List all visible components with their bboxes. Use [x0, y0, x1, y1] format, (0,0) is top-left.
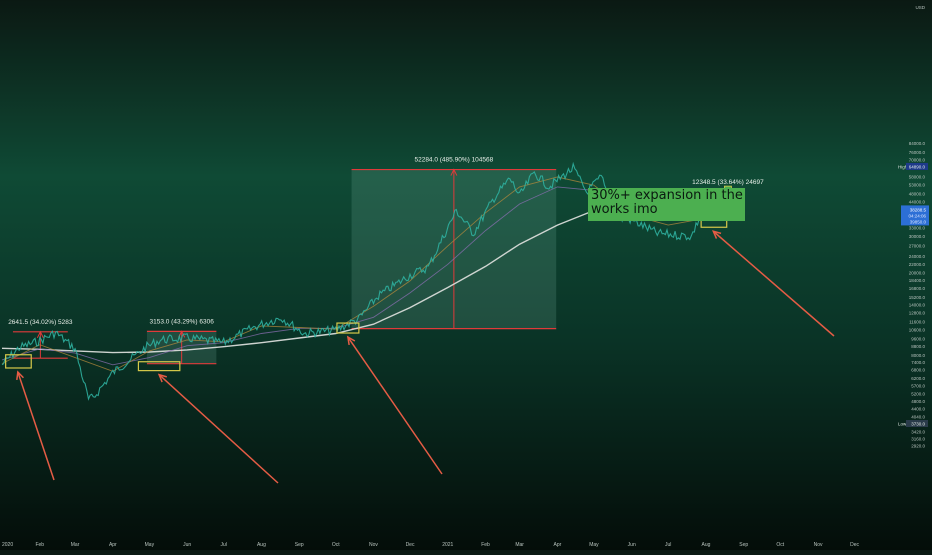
x-tick-label: Nov	[814, 542, 823, 548]
low-value: 3730.0	[911, 422, 925, 427]
pointer-arrowhead	[346, 335, 356, 346]
x-tick-label: Oct	[332, 542, 340, 548]
x-tick-label: Nov	[369, 542, 378, 548]
x-tick-label: Aug	[702, 542, 711, 548]
y-tick-label: 8000.0	[911, 353, 925, 358]
y-tick-label: 33000.0	[909, 225, 926, 230]
high-label: High	[898, 164, 908, 169]
y-tick-label: 15200.0	[909, 295, 926, 300]
pointer-arrow	[158, 374, 279, 484]
x-tick-label: Jun	[183, 542, 191, 548]
x-tick-label: Dec	[406, 542, 415, 548]
x-tick-label: Jul	[665, 542, 671, 548]
breakout-box	[336, 322, 360, 334]
y-tick-label: 3160.0	[911, 436, 925, 441]
moving-average-short	[1, 176, 710, 372]
x-tick-label: May	[589, 542, 599, 548]
x-tick-label: May	[145, 542, 155, 548]
measurement-label: 12348.5 (33.64%) 24697	[692, 179, 764, 186]
x-tick-label: Aug	[257, 542, 266, 548]
measurement-arrowhead	[36, 330, 44, 339]
y-tick-label: 84000.0	[909, 141, 926, 146]
high-value: 64890.0	[909, 164, 926, 169]
y-tick-label: 22000.0	[909, 262, 926, 267]
y-tick-label: 4800.0	[911, 399, 925, 404]
y-tick-label: 6200.0	[911, 376, 925, 381]
low-label: Low	[898, 422, 907, 427]
x-tick-label: Sep	[739, 542, 748, 548]
pointer-arrowhead	[16, 370, 24, 381]
y-tick-label: 9600.0	[911, 336, 925, 341]
x-tick-label: Jul	[220, 542, 226, 548]
pointer-arrowhead	[712, 230, 722, 239]
price-layer	[1, 161, 711, 401]
x-tick-label: Mar	[515, 542, 524, 548]
annotation-note: 30%+ expansion in the works imo	[588, 188, 745, 221]
y-tick-label: 6800.0	[911, 367, 925, 372]
x-tick-label: Dec	[850, 542, 859, 548]
x-tick-label: Feb	[481, 542, 490, 548]
low-value-tag	[906, 420, 928, 428]
x-tick-label: Mar	[71, 542, 80, 548]
x-axis: 2020 Feb Mar Apr May Jun Jul Aug Sep Oct Nov Dec 202…	[2, 542, 860, 548]
y-tick-label: 4040.0	[911, 414, 925, 419]
x-tick-label: Apr	[109, 542, 117, 548]
current-time: 04:24:06	[908, 213, 926, 218]
y-tick-label: 11600.0	[909, 319, 925, 324]
y-tick-label: 30000.0	[909, 234, 926, 239]
arrow-layer	[16, 230, 835, 484]
high-value-tag	[906, 162, 928, 170]
pointer-arrowhead	[157, 373, 168, 383]
y-tick-label: 12800.0	[909, 311, 926, 316]
y-tick-label: 14000.0	[909, 302, 926, 307]
y-tick-label: 44000.0	[909, 199, 926, 204]
y-tick-label: 27000.0	[909, 243, 926, 248]
x-tick-label: 2020	[2, 542, 13, 548]
price-line	[1, 161, 711, 401]
y-tick-label: 5700.0	[911, 383, 925, 388]
x-tick-label: Sep	[295, 542, 304, 548]
current-sub-value: 39850.0	[910, 219, 927, 224]
breakout-box	[5, 354, 32, 369]
moving-average-long	[1, 195, 710, 354]
y-tick-label: 76000.0	[909, 150, 926, 155]
y-tick-label: 70000.0	[909, 158, 926, 163]
x-tick-label: 2021	[442, 542, 453, 548]
pointer-arrow	[712, 230, 835, 337]
y-tick-label: 2920.0	[911, 444, 925, 449]
measurement-label: 3153.0 (43.29%) 6306	[149, 318, 214, 325]
x-tick-label: Feb	[35, 542, 44, 548]
measurement-label: 52284.0 (485.90%) 104568	[414, 157, 493, 164]
y-tick-label: 10600.0	[909, 328, 926, 333]
x-tick-label: Oct	[776, 542, 784, 548]
x-tick-label: Jun	[628, 542, 636, 548]
y-tick-label: 4400.0	[911, 407, 925, 412]
y-tick-label: 18400.0	[909, 278, 926, 283]
pointer-arrow	[17, 371, 55, 481]
y-tick-label: 20000.0	[909, 270, 926, 275]
pointer-arrow	[347, 336, 443, 475]
y-tick-label: 7400.0	[911, 360, 925, 365]
y-axis: USD84000.076000.070000.064000.058000.053…	[909, 5, 926, 449]
measurement-label: 2641.5 (34.02%) 5283	[8, 319, 73, 326]
y-tick-label: 48000.0	[909, 192, 926, 197]
y-tick-label: 24000.0	[909, 254, 926, 259]
y-tick-label: 3420.0	[911, 429, 925, 434]
breakout-box	[137, 361, 181, 372]
y-tick-label: 8800.0	[911, 344, 925, 349]
x-tick-label: Apr	[554, 542, 562, 548]
current-price-tag	[901, 205, 929, 226]
measurement-arrowhead	[450, 168, 458, 176]
y-tick-label: 5200.0	[911, 392, 925, 397]
y-tick-label: 16800.0	[909, 286, 926, 291]
price-markers: High 64890.0 Low 3730.0 38288.504:24:0639850…	[898, 162, 929, 428]
currency-label: USD	[915, 5, 925, 10]
current-price: 38288.5	[910, 207, 927, 212]
y-tick-label: 53000.0	[909, 183, 926, 188]
y-tick-label: 58000.0	[909, 175, 926, 180]
